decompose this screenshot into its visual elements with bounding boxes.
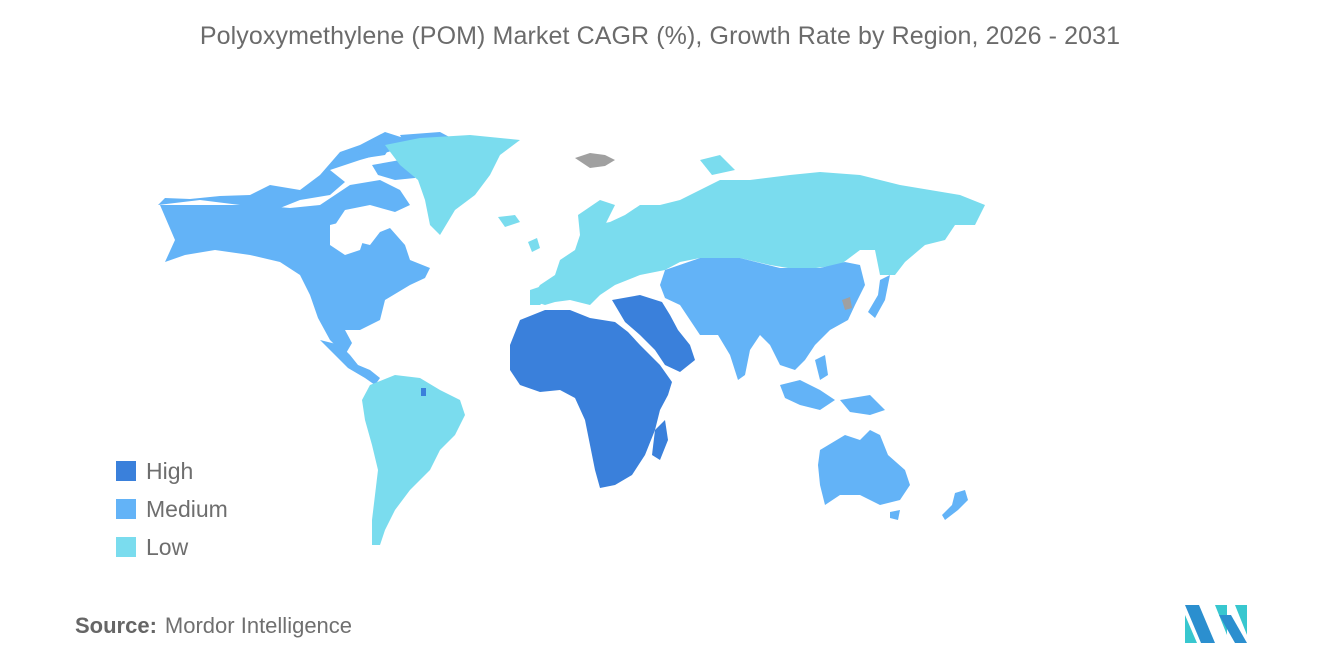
region-middle-east-africa[interactable] bbox=[510, 295, 695, 488]
region-french-guiana[interactable] bbox=[421, 388, 426, 396]
legend-swatch-low bbox=[116, 537, 136, 557]
legend-swatch-high bbox=[116, 461, 136, 481]
region-no-data bbox=[575, 153, 852, 310]
legend-item-high: High bbox=[116, 452, 228, 490]
region-greenland[interactable] bbox=[385, 135, 520, 235]
legend-label: High bbox=[146, 457, 194, 484]
source-value: Mordor Intelligence bbox=[164, 613, 353, 638]
region-oceania[interactable] bbox=[818, 430, 968, 520]
legend-label: Medium bbox=[146, 495, 228, 522]
source-label: Source: bbox=[75, 613, 157, 638]
chart-title: Polyoxymethylene (POM) Market CAGR (%), … bbox=[199, 22, 1121, 50]
region-europe-russia[interactable] bbox=[528, 155, 985, 305]
source-note: Source: Mordor Intelligence bbox=[75, 613, 352, 639]
mordor-intelligence-logo bbox=[1185, 605, 1247, 643]
legend-item-medium: Medium bbox=[116, 490, 228, 528]
legend-item-low: Low bbox=[116, 528, 228, 566]
region-asia-pacific[interactable] bbox=[660, 258, 890, 415]
legend-swatch-medium bbox=[116, 499, 136, 519]
map-legend: High Medium Low bbox=[116, 452, 228, 566]
legend-label: Low bbox=[146, 533, 189, 560]
region-south-america[interactable] bbox=[362, 375, 465, 545]
